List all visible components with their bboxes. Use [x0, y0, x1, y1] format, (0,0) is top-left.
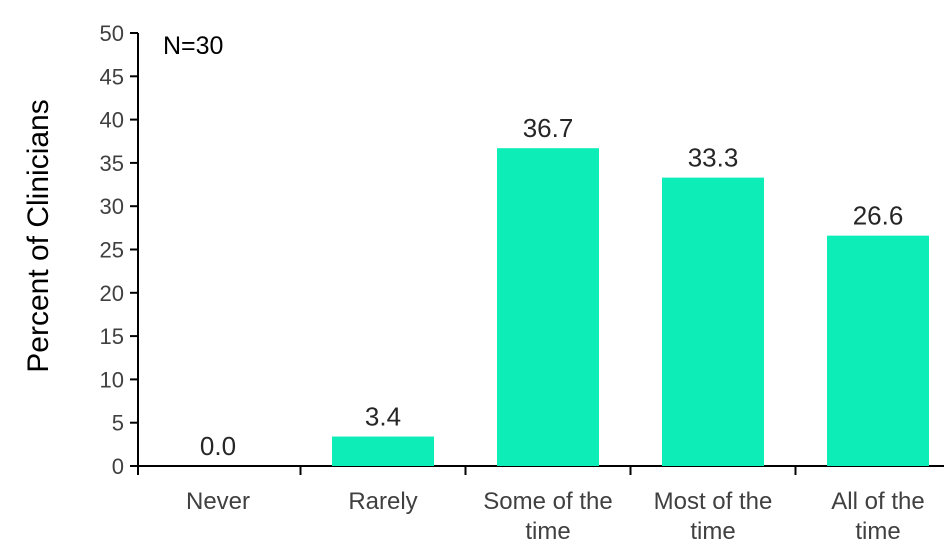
y-tick-label: 45: [100, 64, 124, 89]
y-axis-title: Percent of Clinicians: [22, 99, 55, 372]
y-tick-label: 5: [112, 411, 124, 436]
x-category-label: time: [690, 518, 735, 542]
x-category-label: Never: [186, 488, 250, 515]
data-label: 0.0: [200, 431, 236, 461]
y-tick-label: 20: [100, 281, 124, 306]
y-tick-label: 50: [100, 21, 124, 46]
y-tick-label: 15: [100, 324, 124, 349]
bar: [497, 148, 599, 466]
data-label: 3.4: [365, 402, 401, 432]
y-tick-label: 35: [100, 151, 124, 176]
data-label: 33.3: [688, 143, 739, 173]
x-category-label: Some of the: [483, 488, 612, 515]
y-tick-label: 25: [100, 238, 124, 263]
sample-size-annotation: N=30: [163, 32, 223, 60]
x-category-label: Most of the: [654, 488, 773, 515]
y-tick-label: 40: [100, 108, 124, 133]
x-category-label: Rarely: [348, 488, 417, 515]
bar: [827, 236, 929, 466]
y-tick-label: 30: [100, 194, 124, 219]
data-label: 36.7: [523, 113, 574, 143]
data-label: 26.6: [853, 201, 904, 231]
y-tick-label: 0: [112, 454, 124, 479]
bars: [332, 148, 929, 466]
x-category-label: time: [525, 518, 570, 542]
bar: [332, 437, 434, 466]
y-tick-label: 10: [100, 367, 124, 392]
x-category-label: time: [855, 518, 900, 542]
x-category-label: All of the: [831, 488, 924, 515]
bar: [662, 178, 764, 466]
